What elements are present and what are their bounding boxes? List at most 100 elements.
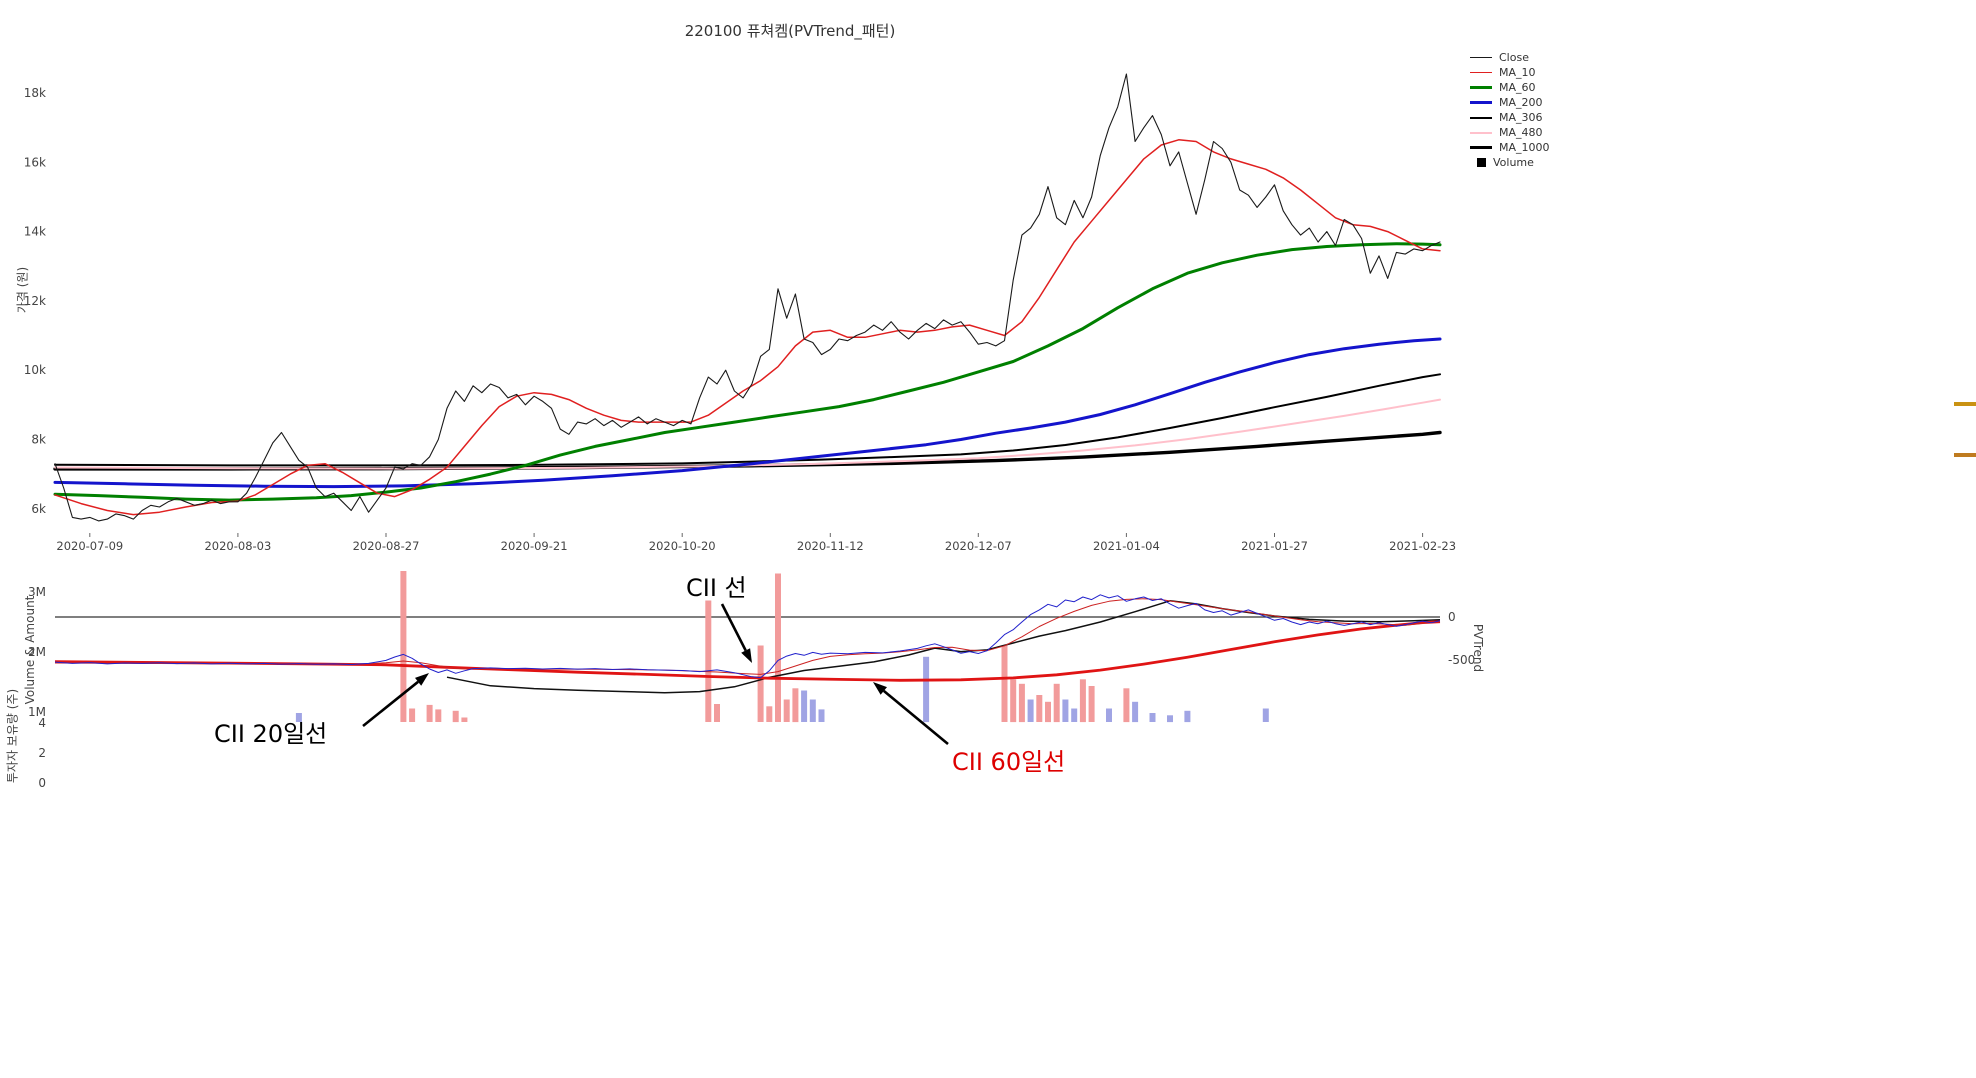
volume-bar (714, 704, 720, 722)
volume-bars (295, 571, 1269, 723)
price-series (53, 73, 1442, 522)
y-tick-label: 16k (24, 155, 46, 169)
line-sample-icon (1470, 145, 1492, 150)
legend-label: MA_200 (1499, 96, 1543, 109)
series-MA_60 (53, 242, 1442, 502)
annotation-arrow-head (415, 673, 429, 686)
annotations: CII 선 CII 20일선 CII 60일선 (214, 574, 1065, 776)
holdings-tick-label: 0 (38, 776, 46, 790)
volume-bar (452, 710, 459, 723)
main-x-ticks: 2020-07-09 2020-08-03 2020-08-27 2020-09-21… (56, 533, 1456, 553)
volume-tick-label: 2M (28, 645, 46, 659)
annotation-arrow-shaft (882, 689, 949, 746)
legend-item: MA_10 (1470, 66, 1550, 79)
volume-bar (400, 571, 407, 722)
volume-bar (1045, 701, 1051, 723)
annotation-arrow-shaft (720, 603, 747, 652)
right-edge-marker-bottom (1954, 453, 1976, 457)
volume-bar (783, 699, 790, 722)
volume-tick-label: 1M (28, 705, 46, 719)
volume-tick-label: 3M (28, 585, 46, 599)
x-tick-label: 2021-01-27 (1241, 539, 1308, 553)
line-sample-icon (1470, 116, 1492, 119)
series-CII 60일선 (54, 620, 1441, 682)
annotation-arrow-shaft (362, 680, 419, 728)
y-tick-label: 6k (31, 502, 46, 516)
volume-bar (801, 690, 808, 722)
volume-bar (435, 709, 442, 722)
volume-bar (1062, 699, 1069, 722)
legend-label: MA_306 (1499, 111, 1543, 124)
legend-item: MA_1000 (1470, 141, 1550, 154)
series-CII 20일선 (54, 598, 1441, 675)
series-MA_306 (54, 373, 1441, 467)
main-y-ticks: 6k 8k 10k 12k 14k 16k 18k (24, 86, 46, 516)
x-tick-label: 2020-08-27 (353, 539, 420, 553)
x-tick-label: 2020-12-07 (945, 539, 1012, 553)
legend-label: MA_10 (1499, 66, 1536, 79)
legend-item: MA_306 (1470, 111, 1550, 124)
volume-bar (1027, 699, 1034, 722)
volume-bar (923, 656, 930, 723)
x-tick-label: 2020-09-21 (501, 539, 568, 553)
y-tick-label: 10k (24, 363, 46, 377)
legend: Close MA_10 MA_60 MA_200 MA_306 MA_480 MA_1000… (1470, 51, 1550, 169)
volume-bar (1088, 686, 1095, 722)
annotation-text: CII 20일선 (214, 720, 327, 748)
legend-item: Volume (1470, 156, 1550, 169)
y-tick-label: 8k (31, 433, 46, 447)
volume-bar (705, 600, 712, 722)
volume-bar (1167, 715, 1173, 723)
x-tick-label: 2021-02-23 (1389, 539, 1456, 553)
series-MA_480 (54, 398, 1441, 470)
annotation-text: CII 60일선 (952, 748, 1065, 776)
x-tick-label: 2020-11-12 (797, 539, 864, 553)
series-CII 선 (54, 594, 1441, 679)
holdings-tick-label: 4 (38, 716, 46, 730)
volume-bar (409, 708, 416, 722)
volume-bar (1262, 708, 1269, 722)
y-tick-label: 12k (24, 294, 46, 308)
volume-bar (461, 717, 468, 722)
line-sample-icon (1470, 56, 1492, 59)
volume-bar (775, 573, 781, 722)
series-MA_200 (53, 337, 1442, 489)
legend-label: Volume (1493, 156, 1534, 169)
volume-bar (1053, 683, 1060, 723)
volume-bar (1132, 701, 1139, 723)
legend-label: MA_60 (1499, 81, 1536, 94)
page-title: 220100 퓨쳐켐(PVTrend_패턴) (684, 22, 896, 40)
volume-bar (426, 704, 433, 722)
volume-bar (1036, 695, 1043, 722)
line-sample-icon (1470, 71, 1492, 74)
volume-bar (757, 645, 764, 722)
pvtrend-tick-label: 0 (1448, 610, 1456, 624)
series-Close (54, 73, 1441, 522)
volume-bar (766, 706, 773, 722)
volume-bar (809, 699, 816, 722)
series-MA_10 (54, 139, 1441, 516)
volume-bar (1184, 710, 1191, 723)
legend-label: MA_480 (1499, 126, 1543, 139)
volume-bar (1071, 708, 1078, 722)
volume-bar (1106, 708, 1112, 722)
volume-bar (1123, 688, 1130, 723)
volume-square-icon (1477, 158, 1486, 167)
volume-bar (295, 713, 302, 722)
legend-item: MA_480 (1470, 126, 1550, 139)
y-tick-label: 18k (24, 86, 46, 100)
volume-bar (792, 688, 799, 723)
volume-bar (818, 709, 825, 722)
legend-item: MA_200 (1470, 96, 1550, 109)
x-tick-label: 2020-10-20 (649, 539, 716, 553)
x-tick-label: 2020-08-03 (204, 539, 271, 553)
annotation-arrow-head (741, 648, 752, 663)
pvtrend-tick-label: -500 (1448, 653, 1475, 667)
volume-bar (1018, 683, 1025, 723)
x-tick-label: 2021-01-04 (1093, 539, 1160, 553)
holdings-tick-label: 2 (38, 746, 46, 760)
legend-label: MA_1000 (1499, 141, 1550, 154)
volume-bar (1001, 645, 1008, 722)
